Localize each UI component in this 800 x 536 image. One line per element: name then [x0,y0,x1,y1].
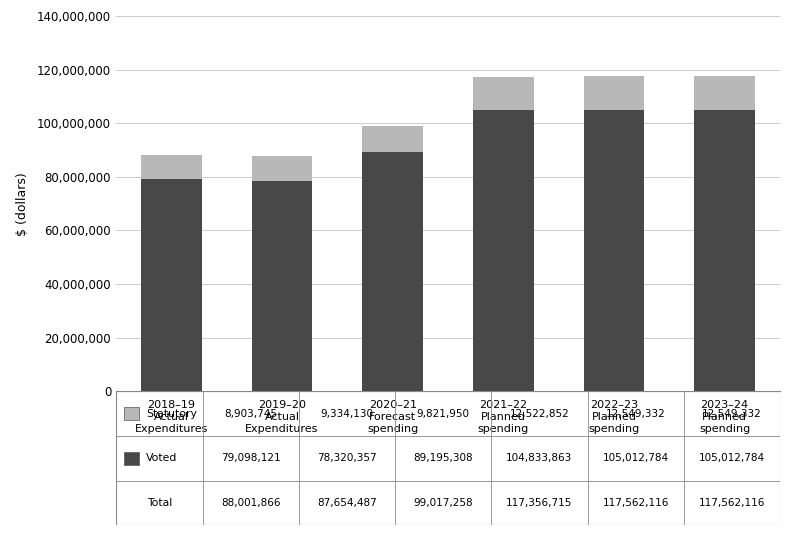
Bar [694,76,755,110]
Y-axis label: $ (dollars): $ (dollars) [16,172,29,235]
Text: 117,562,116: 117,562,116 [698,498,765,508]
Text: Statutory: Statutory [146,408,197,419]
Bar [362,152,423,391]
Text: 117,562,116: 117,562,116 [602,498,669,508]
Bar [583,76,645,110]
Text: 104,833,863: 104,833,863 [506,453,573,463]
Text: 12,549,332: 12,549,332 [702,408,762,419]
Bar [251,157,313,181]
Bar [141,180,202,391]
Text: 9,334,130: 9,334,130 [321,408,374,419]
Text: Total: Total [146,498,172,508]
Bar [362,126,423,152]
Bar [124,407,139,420]
Text: 89,195,308: 89,195,308 [414,453,473,463]
Bar [141,155,202,180]
Text: 87,654,487: 87,654,487 [317,498,377,508]
Bar [124,452,139,465]
Text: 79,098,121: 79,098,121 [221,453,281,463]
Bar [473,77,534,110]
Text: 117,356,715: 117,356,715 [506,498,573,508]
Text: 105,012,784: 105,012,784 [699,453,765,463]
Bar [251,181,313,391]
Text: 88,001,866: 88,001,866 [221,498,281,508]
Bar [473,110,534,391]
Text: 99,017,258: 99,017,258 [414,498,473,508]
Text: 78,320,357: 78,320,357 [317,453,377,463]
Text: 105,012,784: 105,012,784 [602,453,669,463]
Text: Voted: Voted [146,453,178,463]
Bar [583,110,645,391]
Text: 8,903,745: 8,903,745 [224,408,278,419]
Bar [694,110,755,391]
Text: 9,821,950: 9,821,950 [417,408,470,419]
Text: 12,549,332: 12,549,332 [606,408,666,419]
Text: 12,522,852: 12,522,852 [510,408,570,419]
